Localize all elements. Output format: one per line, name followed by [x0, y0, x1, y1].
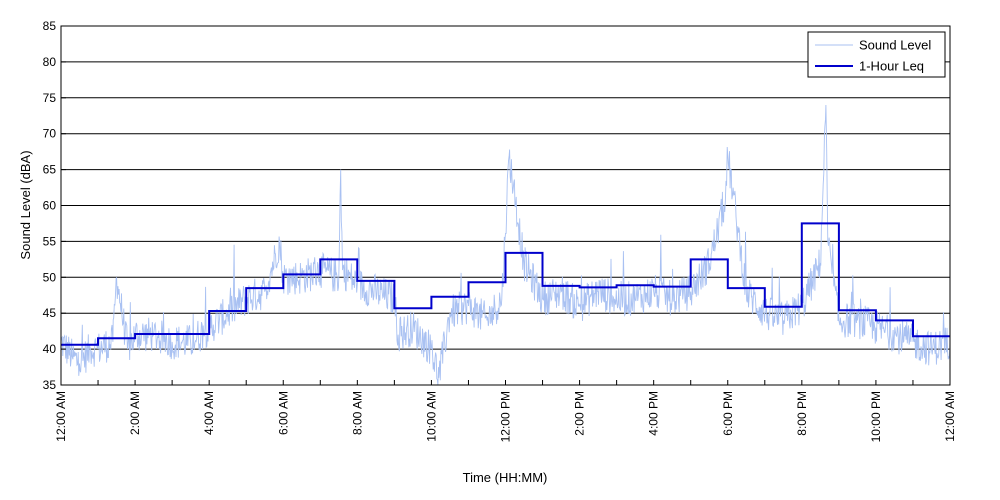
x-tick-label: 8:00 PM [795, 391, 809, 436]
y-tick-label: 60 [43, 199, 57, 213]
y-tick-label: 70 [43, 127, 57, 141]
legend-label-hourly-leq: 1-Hour Leq [859, 59, 924, 74]
y-tick-label: 45 [43, 306, 57, 320]
x-tick-label: 2:00 AM [128, 391, 142, 435]
x-axis: 12:00 AM 2:00 AM 4:00 AM 6:00 AM 8:00 AM 10:0… [54, 380, 957, 442]
y-axis: 35 40 45 50 55 60 65 70 75 80 85 [43, 19, 66, 392]
x-tick-label: 12:00 PM [499, 391, 513, 442]
legend-box [807, 31, 946, 78]
x-tick-label: 4:00 PM [647, 391, 661, 436]
x-tick-label: 12:00 AM [943, 391, 957, 442]
legend: Sound Level 1-Hour Leq [807, 31, 946, 78]
x-tick-label: 4:00 AM [202, 391, 216, 435]
y-tick-label: 85 [43, 19, 57, 33]
y-tick-label: 40 [43, 342, 57, 356]
x-tick-label: 6:00 PM [721, 391, 735, 436]
x-axis-title: Time (HH:MM) [463, 470, 548, 485]
x-tick-label: 8:00 AM [350, 391, 364, 435]
x-tick-label: 10:00 PM [869, 391, 883, 442]
x-tick-label: 6:00 AM [276, 391, 290, 435]
x-tick-label: 2:00 PM [573, 391, 587, 436]
x-tick-label: 12:00 AM [54, 391, 68, 442]
series-layer [60, 104, 951, 386]
y-tick-label: 35 [43, 378, 57, 392]
y-tick-label: 50 [43, 270, 57, 284]
series-line-hourly-leq [61, 222, 950, 346]
y-tick-label: 80 [43, 55, 57, 69]
x-tick-label: 10:00 AM [424, 391, 438, 442]
y-tick-label: 55 [43, 234, 57, 248]
y-tick-label: 65 [43, 163, 57, 177]
legend-label-sound-level: Sound Level [859, 38, 931, 53]
y-tick-label: 75 [43, 91, 57, 105]
y-axis-title: Sound Level (dBA) [18, 150, 33, 259]
